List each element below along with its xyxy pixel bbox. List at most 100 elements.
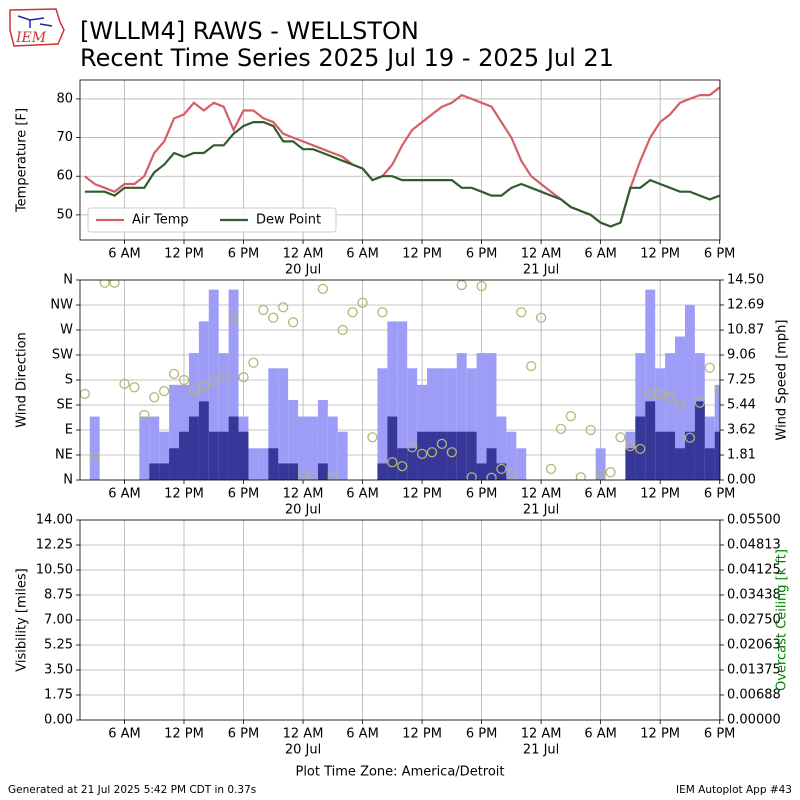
bar [684, 431, 695, 480]
y-tick-label: W [60, 323, 73, 338]
point [129, 382, 140, 393]
y2-tick-label: 0.00688 [727, 687, 781, 702]
point [198, 380, 209, 392]
bar [645, 289, 656, 480]
x-tick-label: 6 AM [346, 487, 379, 502]
point [397, 460, 408, 472]
point [456, 280, 467, 291]
point [159, 385, 170, 397]
y2-axis-label: Wind Speed [mph] [775, 320, 790, 441]
bar [208, 431, 219, 480]
bar [198, 401, 209, 480]
y-tick-label: 14.00 [36, 513, 73, 528]
point [307, 472, 319, 480]
x-tick-label: 6 AM [346, 247, 379, 262]
y-tick-label: 80 [56, 91, 73, 106]
point [119, 378, 130, 390]
y-tick-label: NW [50, 298, 73, 313]
point [595, 468, 606, 480]
y2-tick-label: 0.00 [727, 473, 756, 488]
point [436, 438, 448, 450]
bar [486, 448, 497, 480]
y2-tick-label: 0.02750 [727, 613, 781, 628]
x-tick-label: 6 PM [704, 727, 735, 742]
bar [317, 463, 328, 480]
point [575, 472, 586, 480]
point [99, 280, 110, 288]
bar [427, 431, 437, 480]
x-tick-label: 6 AM [346, 727, 379, 742]
bar [218, 353, 229, 480]
point [426, 447, 438, 458]
point [278, 302, 289, 313]
bar [188, 416, 199, 480]
x-tick-label: 12 PM [640, 247, 680, 262]
y-tick-label: E [65, 423, 73, 438]
y-tick-label: 70 [56, 130, 73, 145]
x-tick-label: 12 AM [283, 727, 324, 742]
bar [397, 448, 408, 480]
point [615, 432, 626, 443]
y2-tick-label: 0.04813 [727, 537, 781, 552]
bar [456, 353, 467, 480]
y-axis-label: Visibility [miles] [15, 568, 30, 671]
bar [665, 431, 676, 480]
point [516, 307, 527, 318]
point [357, 297, 368, 308]
x-tick-label: 6 PM [466, 727, 497, 742]
y-tick-label: NE [55, 448, 73, 463]
x-tick-label: 12 AM [283, 247, 324, 262]
x-tick-label: 12 AM [521, 727, 562, 742]
logo-lines [17, 15, 53, 28]
x-tick-label: 12 PM [402, 247, 442, 262]
point [139, 409, 150, 421]
y-tick-label: N [63, 473, 73, 488]
point [506, 468, 517, 480]
bar [407, 368, 418, 480]
bar [625, 448, 636, 480]
bar [248, 448, 259, 480]
point [238, 372, 249, 383]
point [149, 392, 160, 403]
legend-label: Dew Point [256, 213, 321, 228]
point [248, 357, 259, 368]
bar [159, 463, 170, 480]
x-tick-label: 12 PM [402, 727, 442, 742]
point [327, 472, 338, 480]
point [526, 360, 537, 372]
bar [228, 289, 239, 480]
point [466, 472, 477, 480]
point [674, 399, 686, 411]
bar [397, 321, 408, 480]
bar [694, 401, 705, 480]
logo: IEM [9, 8, 65, 47]
subtitle: Recent Time Series 2025 Jul 19 - 2025 Ju… [80, 44, 614, 72]
x-day-label: 21 Jul [523, 743, 559, 758]
x-day-label: 21 Jul [523, 263, 559, 278]
y-tick-label: 0.00 [44, 713, 73, 728]
bar [307, 416, 318, 480]
point [188, 384, 200, 396]
y-tick-label: N [63, 273, 73, 288]
bar [675, 448, 685, 480]
bar [466, 431, 477, 480]
y2-tick-label: 0.04125 [727, 563, 781, 578]
bar [288, 400, 299, 480]
y2-tick-label: 0.01375 [727, 663, 781, 678]
point [625, 440, 636, 452]
x-tick-label: 6 PM [466, 487, 497, 502]
x-tick-label: 6 PM [704, 487, 735, 502]
y-tick-label: 8.75 [44, 588, 73, 603]
y2-tick-label: 0.05500 [727, 513, 781, 528]
point [80, 388, 90, 400]
bar [675, 336, 685, 480]
x-tick-label: 12 AM [521, 487, 562, 502]
bar [268, 368, 279, 480]
y2-tick-label: 14.50 [727, 273, 764, 288]
y-tick-label: 10.50 [36, 563, 73, 578]
x-day-label: 21 Jul [523, 503, 559, 518]
point [109, 280, 120, 288]
point [258, 304, 269, 316]
logo-text: IEM [15, 30, 47, 46]
x-tick-label: 6 PM [228, 247, 259, 262]
